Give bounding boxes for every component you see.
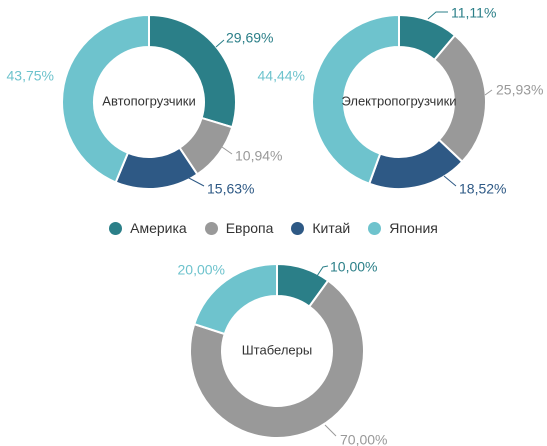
legend-swatch-europe [204,221,218,235]
legend-item-america[interactable]: Америка [109,220,187,236]
data-label-japan: 20,00% [178,262,225,278]
leader-line-america [215,39,225,48]
chart-title: Штабелеры [242,342,312,357]
data-label-europe: 25,93% [496,82,543,98]
donut-electric-forklifts: 11,11% 25,93% 18,52% 44,44% Электропогрузчик… [258,5,544,197]
data-label-japan: 44,44% [258,68,305,84]
legend-label-europe: Европа [225,220,274,236]
data-label-china: 15,63% [207,181,254,197]
leader-line-china [186,176,205,187]
legend-swatch-china [291,221,305,235]
data-label-europe: 70,00% [340,432,387,446]
legend-item-china[interactable]: Китай [291,220,350,236]
legend-swatch-america [109,221,123,235]
slice-japan[interactable] [192,262,278,336]
leader-line-europe [221,146,233,155]
leader-line-europe [484,89,493,96]
slice-america[interactable] [148,13,237,129]
slice-japan[interactable] [61,13,150,184]
legend-label-china: Китай [312,220,351,236]
data-label-america: 11,11% [451,5,496,21]
legend-item-japan[interactable]: Япония [368,220,438,236]
chart-title: Электропогрузчики [341,93,456,108]
donut-forklifts: 29,69% 10,94% 15,63% 43,75% Автопогрузчики [7,13,282,197]
legend: Америка Европа Китай Япония [0,216,547,240]
leader-line-america [316,265,329,277]
leader-line-europe [324,424,337,437]
data-label-america: 29,69% [226,30,273,46]
legend-swatch-japan [368,221,382,235]
leader-line-china [443,175,457,187]
donut-stackers: 10,00% 70,00% 20,00% Штабелеры [178,259,388,446]
data-label-america: 10,00% [330,259,377,275]
data-label-japan: 43,75% [7,68,54,84]
legend-label-america: Америка [130,220,187,236]
legend-item-europe[interactable]: Европа [204,220,274,236]
leader-line-america [427,11,448,20]
data-label-europe: 10,94% [235,148,282,164]
slice-japan[interactable] [311,13,400,186]
data-label-china: 18,52% [459,181,506,197]
chart-title: Автопогрузчики [102,93,195,108]
legend-label-japan: Япония [389,220,438,236]
slice-europe[interactable] [189,279,365,439]
